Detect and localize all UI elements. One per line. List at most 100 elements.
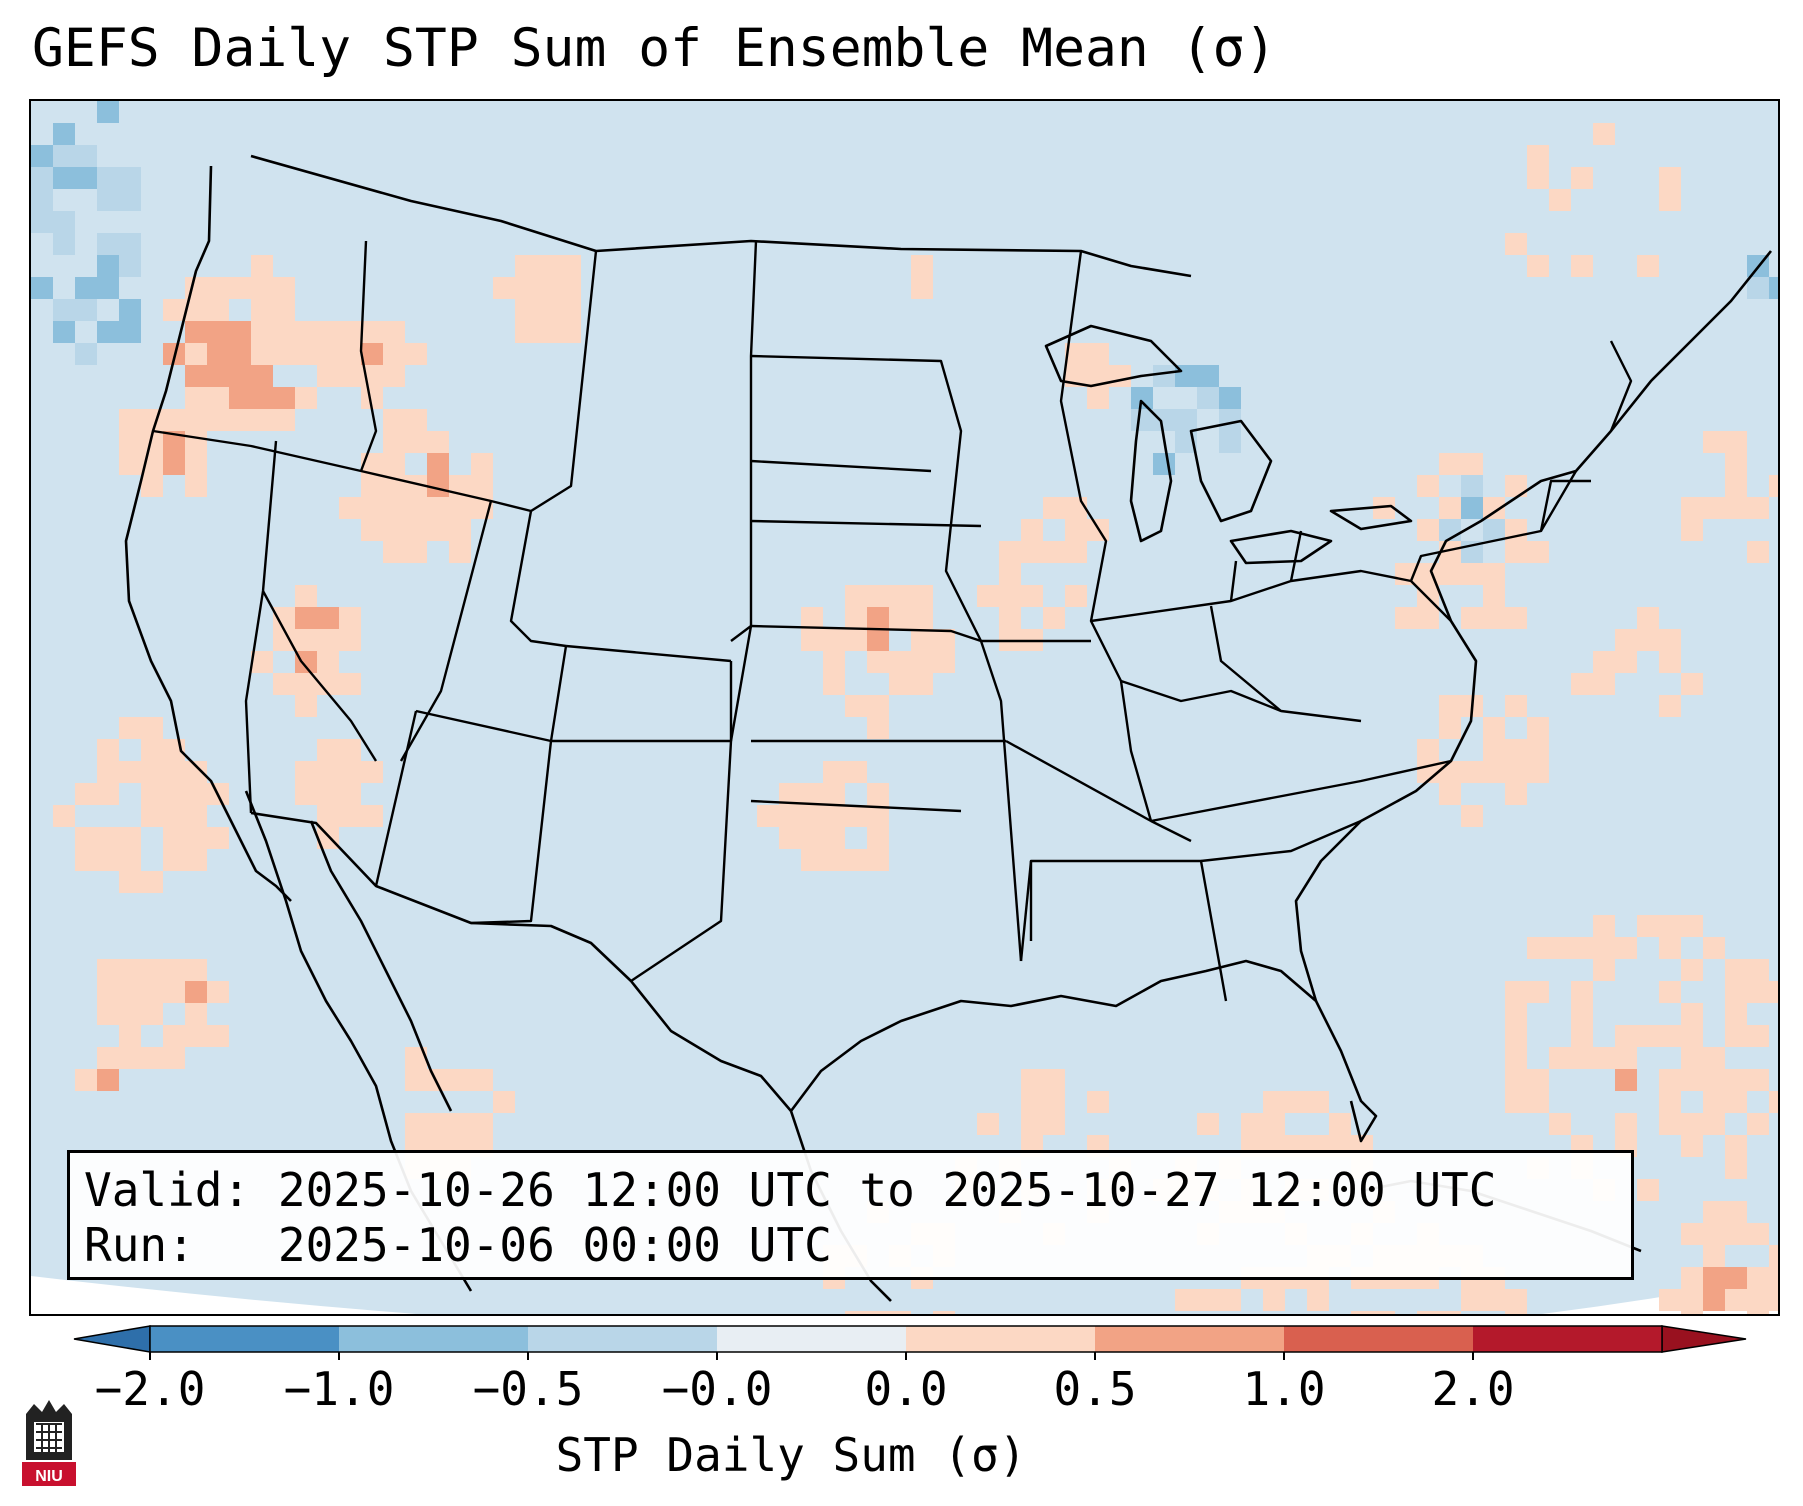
stp-cell bbox=[1769, 1267, 1778, 1289]
stp-cell bbox=[141, 739, 163, 761]
stp-cell bbox=[295, 673, 317, 695]
stp-cell bbox=[273, 321, 295, 343]
stp-cell bbox=[1659, 1025, 1681, 1047]
stp-cell bbox=[1043, 607, 1065, 629]
colorbar-tick-label: −0.0 bbox=[661, 1362, 773, 1416]
stp-cell bbox=[1681, 1289, 1703, 1311]
stp-cell bbox=[911, 673, 933, 695]
stp-cell bbox=[1747, 981, 1769, 1003]
stp-cell bbox=[405, 519, 427, 541]
stp-cell bbox=[1681, 1311, 1703, 1314]
stp-cell bbox=[471, 475, 493, 497]
stp-cell bbox=[405, 343, 427, 365]
stp-cell bbox=[1527, 717, 1549, 739]
stp-cell bbox=[867, 585, 889, 607]
stp-cell bbox=[1505, 981, 1527, 1003]
stp-cell bbox=[1527, 937, 1549, 959]
stp-cell bbox=[119, 453, 141, 475]
stp-cell bbox=[229, 343, 251, 365]
stp-cell bbox=[1021, 585, 1043, 607]
stp-cell bbox=[295, 321, 317, 343]
stp-cell bbox=[75, 343, 97, 365]
stp-cell bbox=[933, 629, 955, 651]
stp-cell bbox=[1065, 497, 1087, 519]
stp-cell bbox=[1637, 255, 1659, 277]
stp-cell bbox=[779, 783, 801, 805]
stp-cell bbox=[823, 761, 845, 783]
stp-cell bbox=[1219, 387, 1241, 409]
stp-cell bbox=[97, 981, 119, 1003]
stp-cell bbox=[1461, 563, 1483, 585]
stp-cell bbox=[207, 321, 229, 343]
stp-cell bbox=[31, 145, 53, 167]
stp-cell bbox=[97, 849, 119, 871]
stp-cell bbox=[1263, 1091, 1285, 1113]
stp-cell bbox=[845, 695, 867, 717]
run-label: Run: bbox=[84, 1218, 195, 1272]
colorbar-tick-label: −2.0 bbox=[94, 1362, 206, 1416]
stp-cell bbox=[1087, 365, 1109, 387]
stp-cell bbox=[229, 387, 251, 409]
state-borders bbox=[152, 240, 1633, 1002]
stp-cell bbox=[119, 981, 141, 1003]
stp-cell bbox=[1263, 1289, 1285, 1311]
stp-cell bbox=[1021, 1091, 1043, 1113]
stp-cell bbox=[75, 145, 97, 167]
stp-cell bbox=[1439, 453, 1461, 475]
stp-cell bbox=[141, 981, 163, 1003]
stp-cell bbox=[867, 651, 889, 673]
stp-cell bbox=[427, 519, 449, 541]
stp-cell bbox=[1439, 717, 1461, 739]
colorbar-segment bbox=[906, 1326, 1096, 1352]
stp-cell bbox=[1725, 1223, 1747, 1245]
stp-cell bbox=[185, 783, 207, 805]
stp-cell bbox=[559, 277, 581, 299]
stp-cell bbox=[493, 277, 515, 299]
stp-cell bbox=[119, 431, 141, 453]
stp-cell bbox=[251, 277, 273, 299]
stp-cell bbox=[1505, 475, 1527, 497]
stp-cell bbox=[273, 673, 295, 695]
stp-cell bbox=[119, 167, 141, 189]
stp-cell bbox=[1043, 1091, 1065, 1113]
stp-cell bbox=[119, 189, 141, 211]
stp-cell bbox=[1417, 475, 1439, 497]
stp-cell bbox=[1527, 1069, 1549, 1091]
stp-cell bbox=[317, 651, 339, 673]
stp-cell bbox=[185, 453, 207, 475]
stp-cell bbox=[1087, 1091, 1109, 1113]
stp-cell bbox=[1351, 1311, 1373, 1314]
stp-cell bbox=[933, 651, 955, 673]
stp-cell bbox=[339, 321, 361, 343]
stp-cell bbox=[185, 959, 207, 981]
stp-cell bbox=[141, 1003, 163, 1025]
stp-cell bbox=[1505, 233, 1527, 255]
stp-cell bbox=[1505, 1289, 1527, 1311]
stp-cell bbox=[75, 277, 97, 299]
stp-cell bbox=[185, 365, 207, 387]
stp-cell bbox=[823, 849, 845, 871]
stp-cell bbox=[1593, 651, 1615, 673]
stp-cell bbox=[119, 1025, 141, 1047]
stp-cell bbox=[867, 827, 889, 849]
stp-cell bbox=[1439, 695, 1461, 717]
stp-cell bbox=[1461, 453, 1483, 475]
stp-cell bbox=[823, 827, 845, 849]
stp-cell bbox=[1659, 651, 1681, 673]
stp-cell bbox=[163, 1025, 185, 1047]
stp-cell bbox=[1725, 431, 1747, 453]
stp-cell bbox=[317, 673, 339, 695]
stp-cell bbox=[1747, 541, 1769, 563]
stp-cell bbox=[1021, 1113, 1043, 1135]
stp-cell bbox=[1175, 409, 1197, 431]
stp-cell bbox=[185, 387, 207, 409]
valid-value: 2025-10-26 12:00 UTC to 2025-10-27 12:00… bbox=[277, 1163, 1497, 1217]
stp-cell bbox=[1417, 585, 1439, 607]
stp-cell bbox=[97, 761, 119, 783]
stp-cell bbox=[1505, 1047, 1527, 1069]
stp-cell bbox=[31, 211, 53, 233]
stp-cell bbox=[1329, 1113, 1351, 1135]
stp-cell bbox=[295, 761, 317, 783]
stp-cell bbox=[361, 497, 383, 519]
stp-cell bbox=[185, 409, 207, 431]
